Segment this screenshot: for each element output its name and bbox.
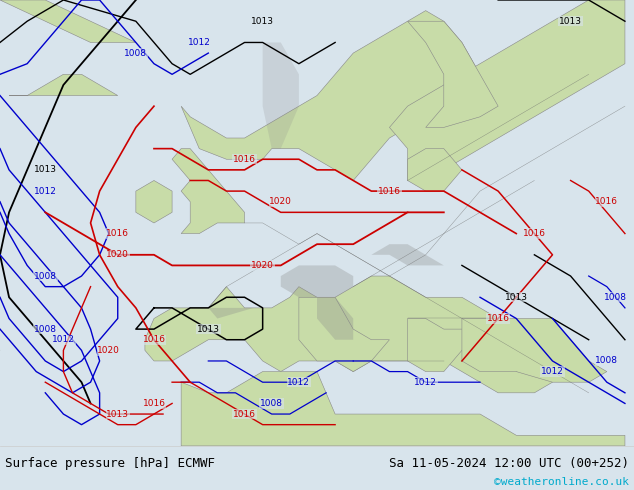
Polygon shape <box>262 43 299 148</box>
Text: Surface pressure [hPa] ECMWF: Surface pressure [hPa] ECMWF <box>5 458 215 470</box>
Polygon shape <box>281 266 353 297</box>
Polygon shape <box>209 308 254 319</box>
Text: 1012: 1012 <box>188 38 210 47</box>
Text: 1008: 1008 <box>260 399 283 408</box>
Text: 1012: 1012 <box>34 187 56 196</box>
Polygon shape <box>462 318 607 382</box>
Polygon shape <box>181 371 625 446</box>
Polygon shape <box>172 148 245 234</box>
Polygon shape <box>317 297 353 340</box>
Polygon shape <box>408 21 498 127</box>
Text: 1008: 1008 <box>34 271 57 281</box>
Text: 1016: 1016 <box>107 229 129 238</box>
Polygon shape <box>9 74 118 96</box>
Text: 1012: 1012 <box>414 378 437 387</box>
Text: 1020: 1020 <box>97 346 120 355</box>
Text: 1016: 1016 <box>233 410 256 418</box>
Polygon shape <box>181 11 498 180</box>
Polygon shape <box>72 457 100 467</box>
Text: 1008: 1008 <box>604 293 628 302</box>
Text: 1012: 1012 <box>541 367 564 376</box>
Polygon shape <box>372 244 444 266</box>
Text: 1016: 1016 <box>233 155 256 164</box>
Polygon shape <box>136 180 172 223</box>
Text: 1013: 1013 <box>197 324 220 334</box>
Text: 1020: 1020 <box>269 197 292 206</box>
Text: 1008: 1008 <box>34 324 57 334</box>
Polygon shape <box>389 0 625 180</box>
Text: 1016: 1016 <box>143 399 165 408</box>
Text: ©weatheronline.co.uk: ©weatheronline.co.uk <box>494 477 629 487</box>
Text: 1013: 1013 <box>107 410 129 418</box>
Text: Sa 11-05-2024 12:00 UTC (00+252): Sa 11-05-2024 12:00 UTC (00+252) <box>389 458 629 470</box>
Text: 1016: 1016 <box>523 229 546 238</box>
Polygon shape <box>145 276 552 393</box>
Text: 1013: 1013 <box>251 17 274 26</box>
Text: 1013: 1013 <box>34 165 57 174</box>
Text: 1016: 1016 <box>595 197 618 206</box>
Text: 1008: 1008 <box>595 356 618 366</box>
Text: 1013: 1013 <box>505 293 527 302</box>
Text: 1013: 1013 <box>559 17 582 26</box>
Text: 1016: 1016 <box>143 335 165 344</box>
Text: 1008: 1008 <box>124 49 147 58</box>
Polygon shape <box>408 148 462 191</box>
Text: 1016: 1016 <box>487 314 510 323</box>
Polygon shape <box>408 318 480 371</box>
Text: 1016: 1016 <box>378 187 401 196</box>
Text: 1012: 1012 <box>287 378 310 387</box>
Text: 1020: 1020 <box>251 261 274 270</box>
Polygon shape <box>0 0 136 43</box>
Polygon shape <box>299 297 389 371</box>
Text: 1012: 1012 <box>52 335 75 344</box>
Text: 1020: 1020 <box>107 250 129 259</box>
